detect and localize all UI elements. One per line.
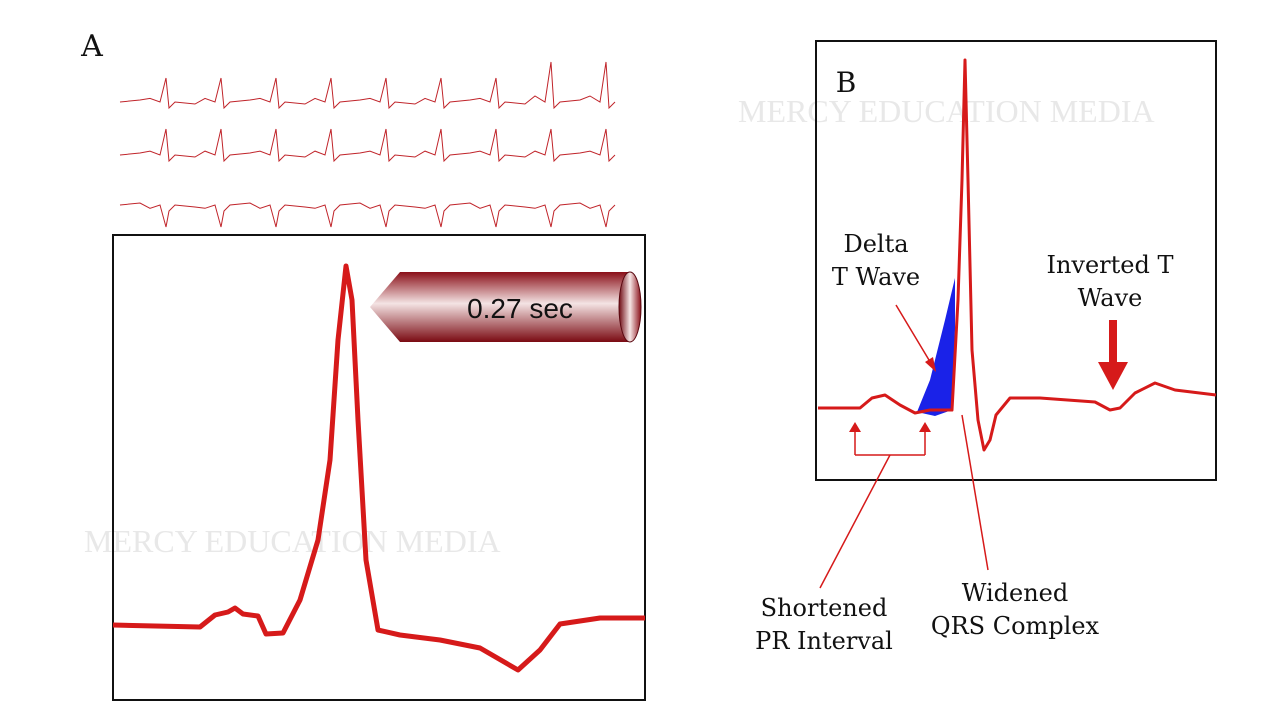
ecg-strips (119, 61, 616, 228)
annotation-arrows (819, 304, 1128, 589)
panel-a-frame (112, 234, 646, 701)
annotation-label: Delta (843, 230, 908, 258)
ecg-trace (818, 58, 1217, 452)
duration-pill: 0.27 sec (370, 271, 642, 343)
annotation-label: PR Interval (755, 627, 893, 655)
annotation-label: Inverted T (1046, 251, 1173, 279)
duration-label: 0.27 sec (467, 293, 573, 324)
delta-wave (917, 278, 955, 416)
pill-body (370, 272, 630, 342)
panel-label: B (836, 66, 857, 99)
watermark: MERCY EDUCATION MEDIA (84, 523, 501, 559)
annotation-label: Shortened (761, 594, 888, 622)
watermark: MERCY EDUCATION MEDIA (738, 93, 1155, 129)
panel-b-frame (815, 40, 1217, 481)
rhythm-strip (119, 61, 616, 110)
rhythm-strip (119, 202, 616, 228)
annotation-label: Widened (962, 579, 1069, 607)
annotation-label: QRS Complex (931, 612, 1100, 640)
pill-cap (618, 271, 642, 343)
annotation-label: T Wave (832, 263, 920, 291)
panel-label: A (80, 29, 103, 64)
annotation-label: Wave (1078, 284, 1143, 312)
annotations: Delta T Wave Inverted T Wave Shortened PR Int… (755, 230, 1173, 655)
ecg-trace (112, 263, 645, 673)
rhythm-strip (119, 128, 616, 163)
